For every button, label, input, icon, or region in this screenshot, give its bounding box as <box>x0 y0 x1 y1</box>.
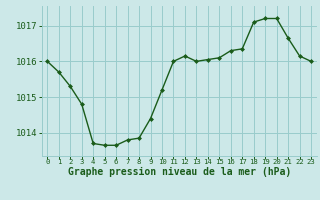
X-axis label: Graphe pression niveau de la mer (hPa): Graphe pression niveau de la mer (hPa) <box>68 167 291 177</box>
